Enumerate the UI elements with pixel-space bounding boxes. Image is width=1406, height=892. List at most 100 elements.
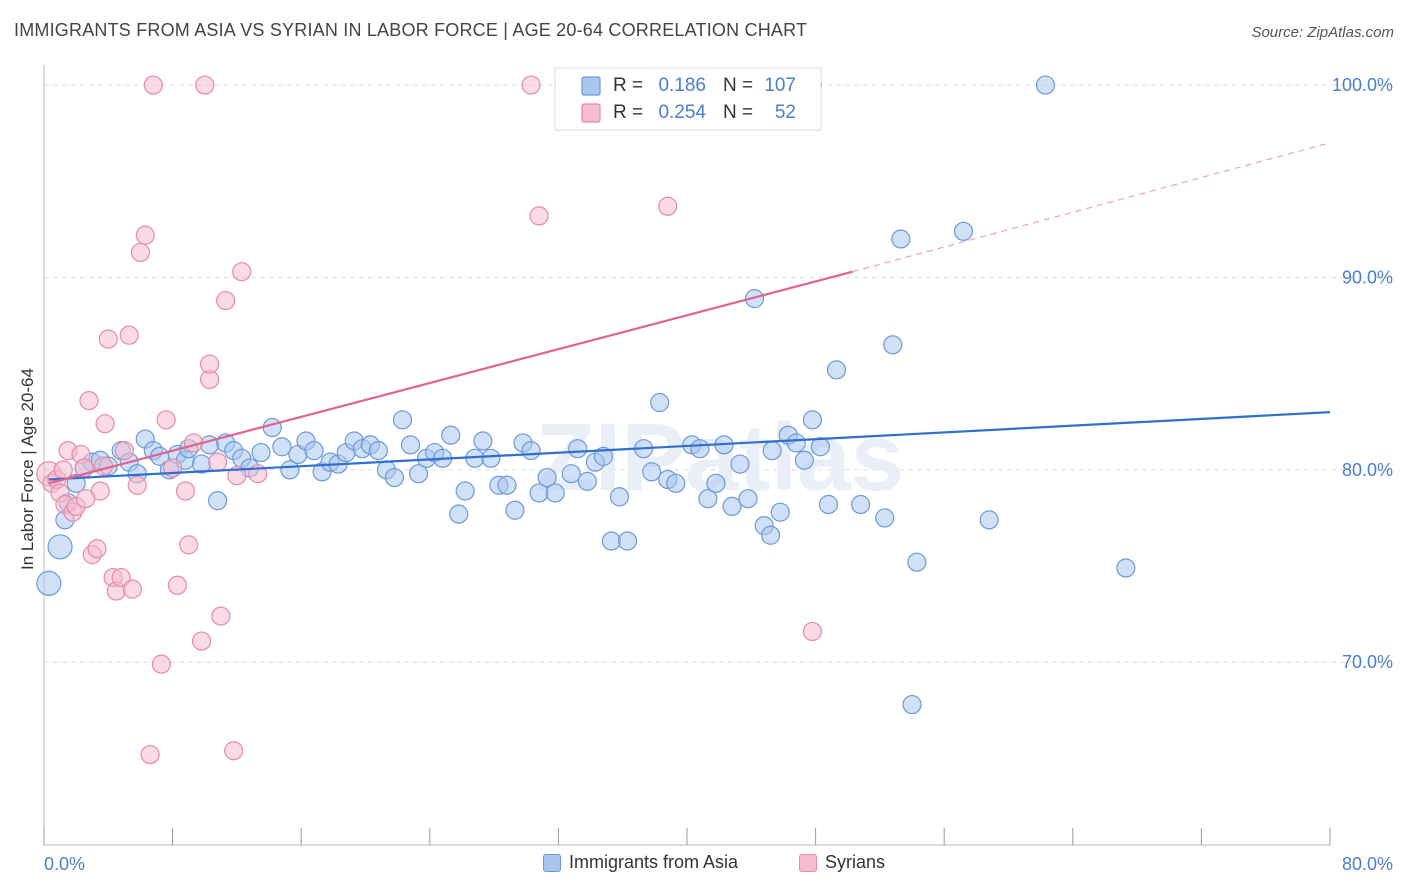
chart-title: IMMIGRANTS FROM ASIA VS SYRIAN IN LABOR … <box>14 20 808 40</box>
syrians-point <box>216 290 236 311</box>
asia-point <box>36 570 62 596</box>
asia-point <box>979 510 999 530</box>
syrians-point <box>175 481 196 501</box>
asia-point <box>497 475 517 495</box>
asia-point <box>609 487 630 507</box>
syrians-point <box>87 539 107 559</box>
asia-point <box>262 417 282 438</box>
stats-n-label: N = <box>723 75 753 96</box>
trend-lines <box>48 142 1331 485</box>
syrians-point <box>79 390 99 411</box>
axes <box>43 65 1331 846</box>
asia-point <box>601 531 622 551</box>
syrians-point <box>98 329 118 349</box>
asia-point <box>449 504 469 524</box>
syrians-point <box>95 414 115 434</box>
syrians-point <box>53 460 73 480</box>
legend-item-syrians: Syrians <box>799 852 885 873</box>
asia-point <box>883 335 903 355</box>
asia-point <box>392 410 413 430</box>
syrians-point <box>224 741 244 761</box>
asia-point <box>642 462 662 482</box>
asia-point <box>561 464 581 484</box>
asia-point <box>505 500 525 520</box>
syrians-point <box>114 441 134 461</box>
syrians-point <box>521 75 541 95</box>
stats-r-value: 0.186 <box>658 75 706 96</box>
syrians-point <box>151 654 171 674</box>
y-tick-label: 70.0% <box>1342 652 1393 672</box>
trend-line-syrians-extension <box>852 142 1331 273</box>
asia-point <box>617 531 638 551</box>
trend-line-asia <box>48 411 1331 481</box>
syrians-point <box>802 621 822 642</box>
asia-point <box>208 491 228 511</box>
asia-point <box>400 435 421 455</box>
asia-point <box>251 442 271 463</box>
syrians-point <box>199 354 220 374</box>
syrians-point <box>195 75 215 95</box>
asia-point <box>826 360 847 380</box>
asia-point <box>481 448 501 468</box>
asia-point <box>280 460 300 480</box>
bottom-legend: Immigrants from Asia Syrians <box>0 852 1406 878</box>
stats-n-label: N = <box>723 102 753 123</box>
syrians-point <box>143 75 163 95</box>
asia-point <box>593 446 614 466</box>
asia-point <box>730 454 750 474</box>
asia-point <box>818 494 839 515</box>
syrians-point <box>135 225 155 245</box>
asia-point <box>408 464 429 484</box>
asia-point <box>802 410 822 430</box>
asia-point <box>1035 75 1056 95</box>
grid-lines <box>44 84 1395 663</box>
y-tick-label: 100.0% <box>1332 75 1393 95</box>
tick-labels: 70.0% 80.0% 90.0% 100.0% 0.0% 80.0% <box>44 75 1393 874</box>
stats-swatch <box>581 103 601 123</box>
stats-r-label: R = <box>613 102 643 123</box>
asia-point <box>706 473 726 493</box>
stats-r-label: R = <box>613 75 643 96</box>
source-label: Source: ZipAtlas.com <box>1251 24 1394 41</box>
asia-point <box>545 483 565 503</box>
stats-legend: R = 0.186 N = 107 R = 0.254 N = 52 <box>554 67 822 131</box>
syrians-point <box>122 579 143 599</box>
asia-point <box>1116 558 1136 578</box>
syrians-point <box>76 489 96 509</box>
asia-point <box>384 467 405 488</box>
stats-r-value: 0.254 <box>658 102 706 123</box>
trend-line-syrians <box>48 270 853 485</box>
y-tick-label: 90.0% <box>1342 267 1393 287</box>
stats-swatch <box>581 76 601 96</box>
syrians-point <box>208 452 228 472</box>
asia-point <box>953 221 974 241</box>
legend-swatch-asia <box>543 853 561 872</box>
y-tick-label: 80.0% <box>1342 460 1393 480</box>
asia-point <box>762 441 782 461</box>
asia-point <box>698 489 718 509</box>
asia-point <box>473 431 493 451</box>
asia-point <box>690 439 710 459</box>
asia-point <box>875 508 895 528</box>
asia-point <box>760 525 781 545</box>
asia-point <box>441 425 461 445</box>
syrians-point <box>211 606 231 626</box>
syrians-point <box>130 242 151 263</box>
syrians-point <box>140 744 160 765</box>
asia-point <box>368 441 388 461</box>
stats-n-value: 107 <box>764 75 796 96</box>
asia-point <box>577 471 597 491</box>
asia-point <box>666 473 686 493</box>
x-tick-label-min: 0.0% <box>44 854 85 874</box>
syrians-point <box>93 456 114 476</box>
syrians-point <box>227 466 247 486</box>
legend-label-asia: Immigrants from Asia <box>569 852 739 872</box>
asia-point <box>537 467 557 488</box>
asia-point <box>891 229 911 249</box>
syrians-point <box>191 631 212 651</box>
x-tick-label-max: 80.0% <box>1342 854 1393 874</box>
stats-n-value: 52 <box>775 102 796 123</box>
syrians-point <box>119 325 139 345</box>
y-axis-label: In Labor Force | Age 20-64 <box>18 368 37 570</box>
